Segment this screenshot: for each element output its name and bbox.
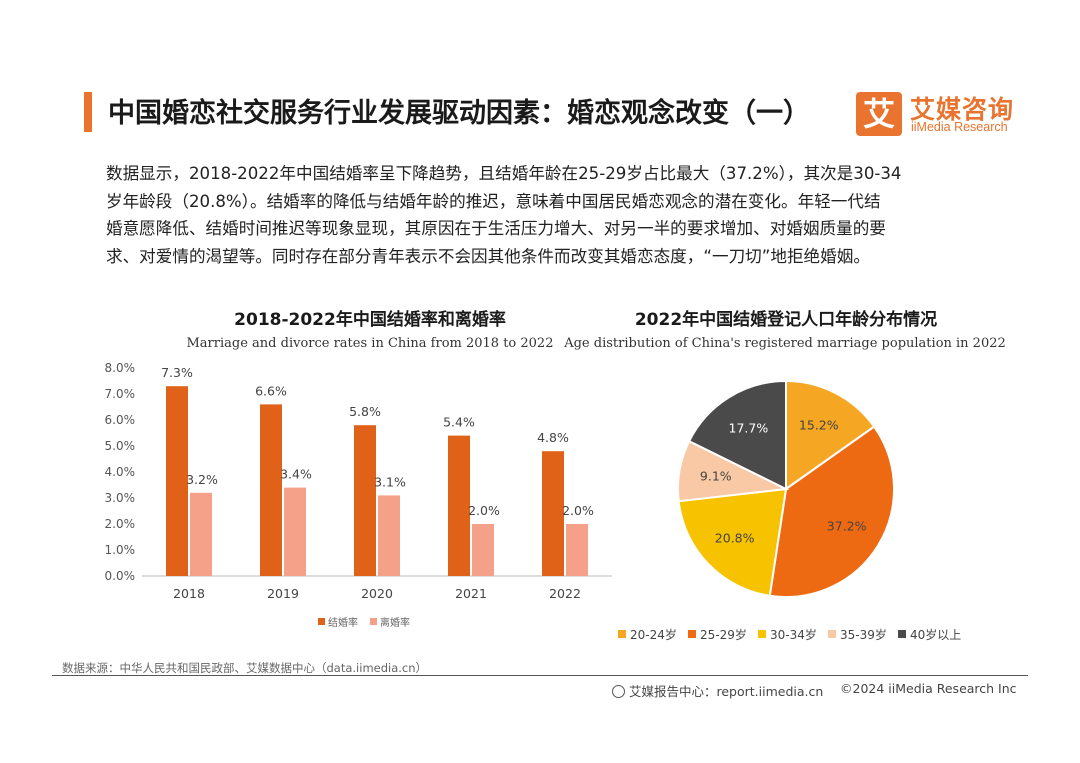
bar-chart-title: 2018-2022年中国结婚率和离婚率	[234, 310, 506, 330]
legend-swatch	[318, 618, 325, 625]
bar-chart: 0.0% 1.0% 2.0% 3.0% 4.0% 5.0% 6.0% 7.0% 8.0% 2018…	[105, 361, 612, 629]
legend-swatch	[688, 630, 696, 638]
report-center: 艾媒报告中心：report.iimedia.cn	[612, 681, 823, 700]
data-source-note: 数据来源：中华人民共和国民政部、艾媒数据中心（data.iimedia.cn）	[62, 661, 428, 675]
bar-marriage-rate	[542, 451, 564, 576]
legend-label: 离婚率	[380, 616, 410, 629]
summary-paragraph: 数据显示，2018-2022年中国结婚率呈下降趋势，且结婚年龄在25-29岁占比…	[106, 160, 982, 270]
legend-label: 25-29岁	[700, 627, 747, 642]
x-tick-label: 2022	[549, 586, 581, 601]
title-accent-bar	[84, 92, 92, 132]
data-label: 3.2%	[186, 472, 218, 487]
y-tick-label: 6.0%	[105, 413, 136, 427]
legend-label: 20-24岁	[630, 627, 677, 642]
copyright: ©2024 iiMedia Research Inc	[840, 681, 1017, 696]
logo-chinese-name: 艾媒咨询	[910, 95, 1015, 124]
legend-label: 40岁以上	[910, 627, 961, 642]
y-tick-label: 2.0%	[105, 517, 136, 531]
legend-swatch	[758, 630, 766, 638]
y-tick-label: 4.0%	[105, 465, 136, 479]
pie-slice	[677, 487, 788, 597]
bar-divorce-rate	[472, 524, 494, 576]
x-tick-label: 2021	[455, 586, 487, 601]
bar-divorce-rate	[190, 492, 212, 576]
legend-swatch	[898, 630, 906, 638]
slice-label: 9.1%	[700, 469, 732, 484]
bar-marriage-rate	[260, 404, 282, 576]
bar-divorce-rate	[378, 495, 400, 576]
pie-slice	[687, 379, 787, 491]
bar-marriage-rate	[448, 435, 470, 576]
y-tick-label: 7.0%	[105, 387, 136, 401]
legend-label: 30-34岁	[770, 627, 817, 642]
y-tick-label: 5.0%	[105, 439, 136, 453]
data-label: 4.8%	[537, 430, 569, 445]
x-tick-label: 2018	[173, 586, 205, 601]
bar-marriage-rate	[166, 386, 188, 576]
x-tick-label: 2020	[361, 586, 393, 601]
y-tick-label: 1.0%	[105, 543, 136, 557]
logo-mark: 艾	[856, 92, 902, 136]
bar-divorce-rate	[284, 487, 306, 576]
slice-label: 20.8%	[715, 530, 755, 545]
x-tick-label: 2019	[267, 586, 299, 601]
data-label: 2.0%	[468, 503, 500, 518]
pie-slice	[768, 425, 895, 598]
legend-label: 35-39岁	[840, 627, 887, 642]
data-label: 5.8%	[349, 404, 381, 419]
globe-icon	[612, 685, 625, 698]
data-label: 6.6%	[255, 383, 287, 398]
data-label: 2.0%	[562, 503, 594, 518]
slice-label: 15.2%	[799, 418, 839, 433]
summary-line-2: 岁年龄段（20.8%）。结婚率的降低与结婚年龄的推迟，意味着中国居民婚恋观念的潜…	[106, 191, 881, 211]
y-tick-label: 0.0%	[105, 569, 136, 583]
bar-marriage-rate	[354, 425, 376, 576]
bar-chart-subtitle: Marriage and divorce rates in China from…	[186, 336, 554, 351]
slice-label: 17.7%	[729, 420, 769, 435]
summary-line-4: 求、对爱情的渴望等。同时存在部分青年表示不会因其他条件而改变其婚恋态度，“一刀切…	[106, 246, 870, 266]
y-tick-label: 8.0%	[105, 361, 136, 375]
logo-english-name: iiMedia Research	[911, 120, 1008, 134]
legend-label: 结婚率	[328, 616, 358, 629]
pie-chart-subtitle: Age distribution of China's registered m…	[564, 336, 1006, 351]
data-label: 3.4%	[280, 467, 312, 482]
summary-line-1: 数据显示，2018-2022年中国结婚率呈下降趋势，且结婚年龄在25-29岁占比…	[106, 164, 902, 183]
page-title: 中国婚恋社交服务行业发展驱动因素：婚恋观念改变（一）	[108, 98, 810, 129]
data-label: 3.1%	[374, 474, 406, 489]
legend-swatch	[618, 630, 626, 638]
data-label: 7.3%	[161, 365, 193, 380]
pie-chart-title: 2022年中国结婚登记人口年龄分布情况	[634, 310, 938, 330]
data-label: 5.4%	[443, 415, 475, 430]
pie-slice	[785, 379, 876, 491]
legend-swatch	[370, 618, 377, 625]
footer-divider	[52, 675, 1028, 676]
y-tick-label: 3.0%	[105, 491, 136, 505]
report-center-text: 艾媒报告中心：report.iimedia.cn	[629, 684, 824, 699]
brand-logo: 艾 艾媒咨询 iiMedia Research	[856, 92, 1026, 140]
pie-chart: 15.2% 37.2% 20.8% 9.1% 17.7% 20-24岁 25-29岁 30-3…	[618, 379, 961, 642]
summary-line-3: 婚意愿降低、结婚时间推迟等现象显现，其原因在于生活压力增大、对另一半的要求增加、…	[106, 219, 886, 238]
slice-label: 37.2%	[827, 518, 867, 533]
legend-swatch	[828, 630, 836, 638]
bar-divorce-rate	[566, 524, 588, 576]
